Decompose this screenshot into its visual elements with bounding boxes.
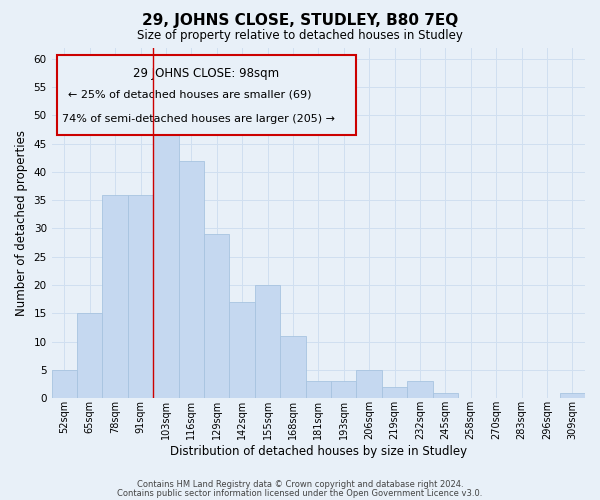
Bar bbox=[179, 160, 204, 398]
Bar bbox=[331, 381, 356, 398]
Bar bbox=[255, 285, 280, 398]
Text: Contains public sector information licensed under the Open Government Licence v3: Contains public sector information licen… bbox=[118, 488, 482, 498]
Bar bbox=[229, 302, 255, 398]
Bar bbox=[52, 370, 77, 398]
Bar bbox=[77, 314, 103, 398]
Bar bbox=[305, 381, 331, 398]
Text: 29, JOHNS CLOSE, STUDLEY, B80 7EQ: 29, JOHNS CLOSE, STUDLEY, B80 7EQ bbox=[142, 12, 458, 28]
Bar bbox=[407, 381, 433, 398]
Text: Contains HM Land Registry data © Crown copyright and database right 2024.: Contains HM Land Registry data © Crown c… bbox=[137, 480, 463, 489]
Bar bbox=[433, 392, 458, 398]
Text: 29 JOHNS CLOSE: 98sqm: 29 JOHNS CLOSE: 98sqm bbox=[133, 67, 280, 80]
Y-axis label: Number of detached properties: Number of detached properties bbox=[15, 130, 28, 316]
Text: ← 25% of detached houses are smaller (69): ← 25% of detached houses are smaller (69… bbox=[68, 90, 311, 100]
Bar bbox=[560, 392, 585, 398]
Bar bbox=[280, 336, 305, 398]
Bar bbox=[153, 116, 179, 398]
Bar bbox=[356, 370, 382, 398]
Bar bbox=[204, 234, 229, 398]
FancyBboxPatch shape bbox=[57, 54, 356, 135]
Text: Size of property relative to detached houses in Studley: Size of property relative to detached ho… bbox=[137, 29, 463, 42]
Bar bbox=[103, 194, 128, 398]
Bar bbox=[128, 194, 153, 398]
X-axis label: Distribution of detached houses by size in Studley: Distribution of detached houses by size … bbox=[170, 444, 467, 458]
Bar bbox=[382, 387, 407, 398]
Text: 74% of semi-detached houses are larger (205) →: 74% of semi-detached houses are larger (… bbox=[62, 114, 335, 124]
